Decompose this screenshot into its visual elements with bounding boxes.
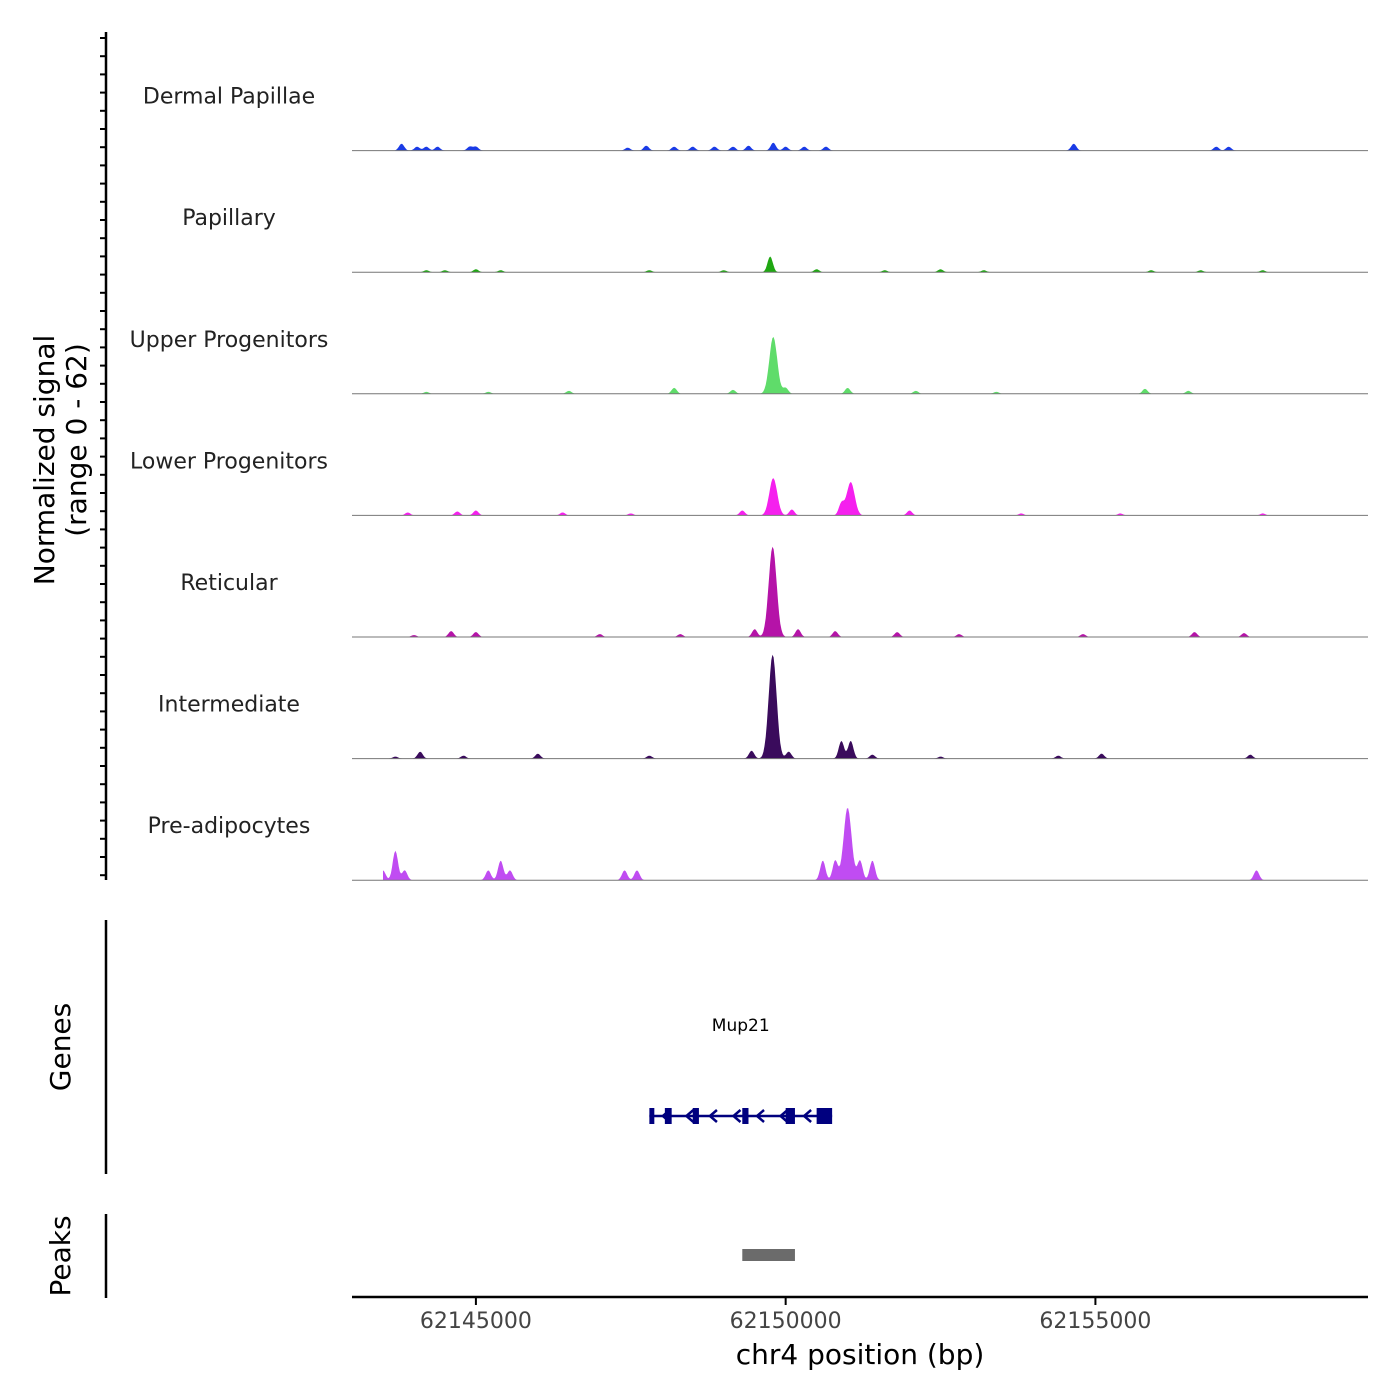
track-label: Intermediate	[158, 693, 300, 718]
strand-arrow	[778, 1109, 789, 1123]
gene-exon	[785, 1108, 795, 1124]
track-pre-adipocytes: Pre-adipocytes	[148, 808, 1368, 881]
gene-mup21: Mup21	[649, 1016, 833, 1124]
gene-models: Mup21	[649, 1016, 833, 1124]
track-label: Papillary	[182, 206, 276, 231]
coverage-area	[383, 337, 1325, 394]
track-label: Pre-adipocytes	[148, 814, 311, 839]
strand-arrow	[684, 1109, 695, 1123]
y-axis-label: Normalized signal	[28, 335, 61, 586]
signal-y-ticks	[100, 37, 106, 877]
coverage-tracks: Dermal Papillae Papillary Upper Progenitor…	[130, 85, 1368, 881]
y-axis-sublabel: (range 0 - 62)	[60, 343, 93, 537]
strand-arrow	[802, 1109, 812, 1123]
track-papillary: Papillary	[182, 206, 1368, 273]
x-tick-label: 62155000	[1039, 1309, 1151, 1334]
track-dermal-papillae: Dermal Papillae	[143, 85, 1368, 152]
gene-exon	[816, 1108, 833, 1124]
gene-exon	[649, 1108, 655, 1124]
peaks-panel-label: Peaks	[44, 1215, 77, 1296]
gene-label: Mup21	[712, 1016, 770, 1036]
coverage-area	[383, 478, 1325, 516]
coverage-area	[383, 808, 1325, 881]
strand-arrow	[755, 1109, 765, 1123]
track-upper-progenitors: Upper Progenitors	[130, 328, 1368, 395]
genes-panel-label: Genes	[44, 1003, 77, 1091]
x-axis-ticks: 62145000 62150000 62155000	[420, 1297, 1151, 1334]
track-lower-progenitors: Lower Progenitors	[130, 449, 1368, 516]
coverage-area	[383, 256, 1325, 273]
gene-exon	[664, 1108, 672, 1124]
track-label: Dermal Papillae	[143, 85, 315, 110]
track-reticular: Reticular	[180, 546, 1368, 638]
track-intermediate: Intermediate	[158, 654, 1368, 760]
strand-arrow	[731, 1109, 742, 1123]
gene-exon	[692, 1108, 699, 1124]
coverage-area	[383, 546, 1325, 637]
peak-regions	[742, 1249, 795, 1261]
x-tick-label: 62150000	[730, 1309, 842, 1334]
track-label: Lower Progenitors	[130, 449, 328, 474]
track-label: Upper Progenitors	[130, 328, 329, 353]
peak-region	[742, 1249, 795, 1261]
x-tick-label: 62145000	[420, 1309, 532, 1334]
x-axis-label: chr4 position (bp)	[736, 1338, 985, 1371]
coverage-area	[383, 654, 1325, 759]
track-label: Reticular	[180, 571, 278, 596]
gene-exon	[742, 1108, 749, 1124]
strand-arrow	[660, 1109, 671, 1123]
coverage-area	[383, 142, 1325, 151]
strand-arrow	[708, 1109, 718, 1123]
